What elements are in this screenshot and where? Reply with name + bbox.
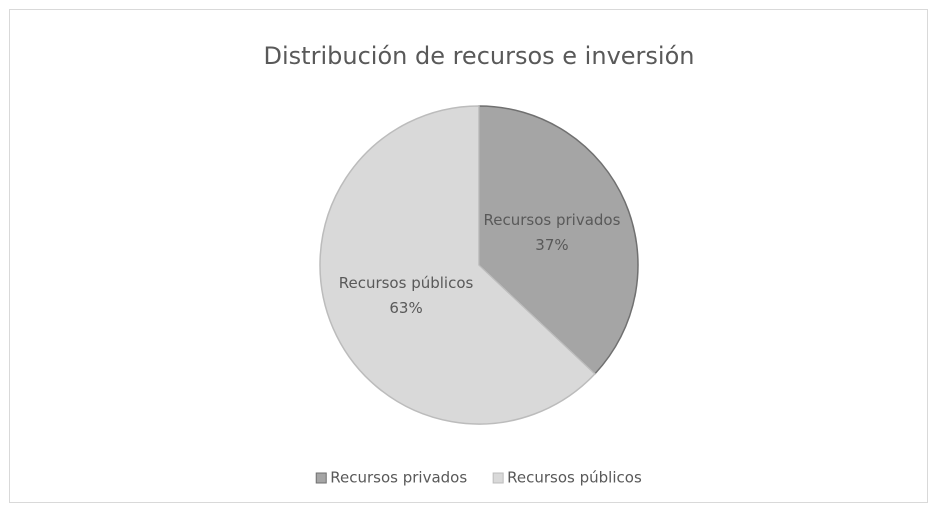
pie-slice [478, 105, 639, 375]
legend-swatch [315, 472, 327, 484]
data-label-category: Recursos públicos [339, 274, 474, 292]
data-label-category: Recursos privados [484, 211, 621, 229]
legend-label: Recursos privados [330, 469, 467, 487]
chart-title: Distribución de recursos e inversión [264, 42, 695, 70]
data-label-value: 37% [535, 236, 568, 254]
legend-swatch [492, 472, 504, 484]
data-label-value: 63% [389, 299, 422, 317]
legend-label: Recursos públicos [507, 469, 642, 487]
pie-slice [319, 105, 596, 425]
